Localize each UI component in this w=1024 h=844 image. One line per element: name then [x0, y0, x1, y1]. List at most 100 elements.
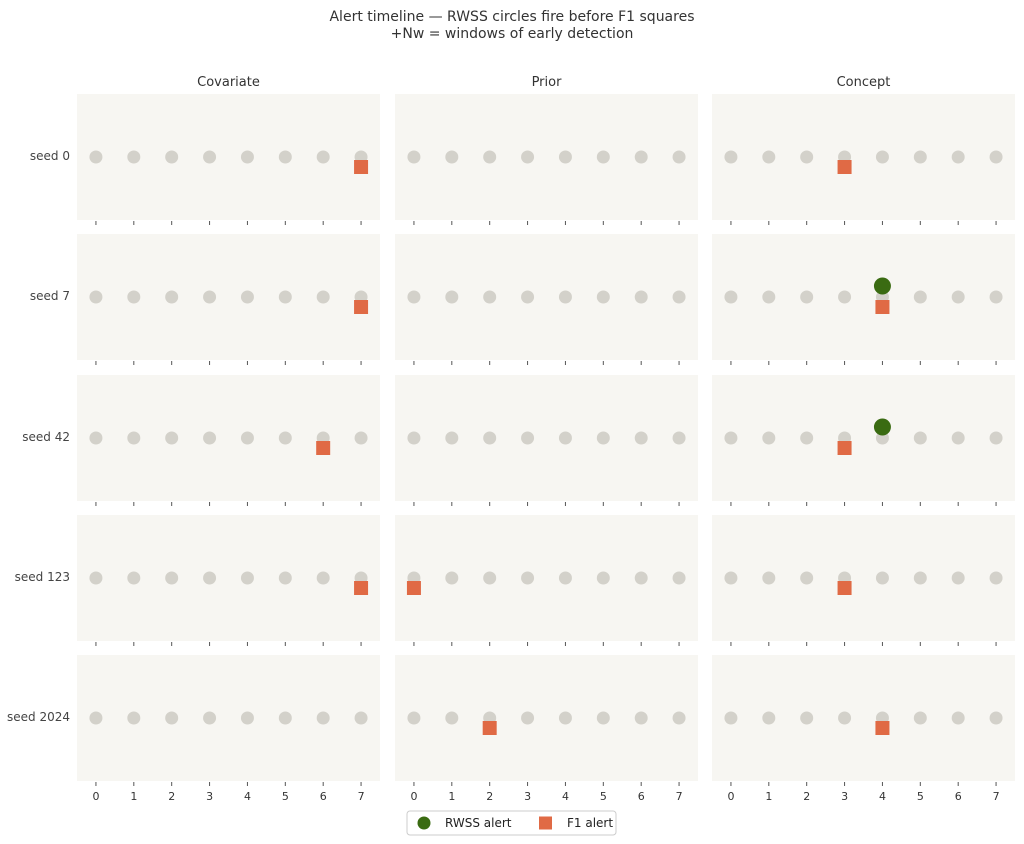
- window-point: [800, 711, 814, 725]
- column-title-concept: Concept: [837, 75, 891, 90]
- window-point: [165, 711, 179, 725]
- x-tick-label: 7: [358, 790, 365, 803]
- panel-covariate-seed-7: [77, 234, 380, 365]
- window-point: [483, 571, 497, 585]
- window-point: [483, 431, 497, 445]
- window-point: [596, 290, 610, 304]
- window-point: [724, 711, 738, 725]
- window-point: [127, 150, 141, 164]
- chart-title: Alert timeline — RWSS circles fire befor…: [329, 9, 694, 25]
- x-tick-label: 5: [600, 790, 607, 803]
- window-point: [203, 290, 217, 304]
- window-point: [127, 711, 141, 725]
- window-point: [521, 711, 535, 725]
- window-point: [278, 290, 292, 304]
- window-point: [913, 150, 927, 164]
- f1-alert-marker: [354, 300, 369, 314]
- x-tick-label: 2: [803, 790, 810, 803]
- window-point: [724, 431, 738, 445]
- window-point: [316, 571, 330, 585]
- window-point: [203, 150, 217, 164]
- window-point: [240, 711, 254, 725]
- window-point: [240, 431, 254, 445]
- panel-prior-seed-42: [395, 375, 698, 506]
- panel-background: [712, 234, 1015, 360]
- f1-alert-marker: [837, 581, 852, 595]
- window-point: [203, 431, 217, 445]
- f1-alert-marker: [482, 721, 497, 735]
- window-point: [89, 431, 103, 445]
- window-point: [951, 711, 965, 725]
- window-point: [672, 290, 686, 304]
- x-tick-label: 5: [282, 790, 289, 803]
- x-tick-label: 1: [448, 790, 455, 803]
- panel-covariate-seed-2024: [77, 655, 380, 786]
- panel-background: [712, 655, 1015, 781]
- window-point: [596, 571, 610, 585]
- window-point: [445, 711, 459, 725]
- row-label-seed-0: seed 0: [30, 149, 70, 163]
- x-tick-label: 0: [92, 790, 99, 803]
- window-point: [483, 290, 497, 304]
- window-point: [521, 150, 535, 164]
- column-title-prior: Prior: [532, 75, 563, 90]
- window-point: [800, 150, 814, 164]
- window-point: [989, 431, 1003, 445]
- x-tick-label: 6: [955, 790, 962, 803]
- panel-background: [712, 94, 1015, 220]
- panel-prior-seed-123: [395, 515, 698, 646]
- x-tick-label: 3: [841, 790, 848, 803]
- x-tick-label: 3: [206, 790, 213, 803]
- panel-background: [77, 515, 380, 641]
- rwss-alert-marker: [873, 277, 891, 295]
- panel-prior-seed-2024: [395, 655, 698, 786]
- window-point: [672, 711, 686, 725]
- panel-background: [77, 94, 380, 220]
- window-point: [989, 290, 1003, 304]
- panel-background: [77, 234, 380, 360]
- window-point: [634, 150, 648, 164]
- window-point: [203, 711, 217, 725]
- window-point: [913, 711, 927, 725]
- window-point: [762, 150, 776, 164]
- panel-covariate-seed-42: [77, 375, 380, 506]
- window-point: [913, 290, 927, 304]
- window-point: [596, 431, 610, 445]
- panel-background: [712, 515, 1015, 641]
- x-tick-label: 5: [917, 790, 924, 803]
- window-point: [240, 571, 254, 585]
- panel-concept-seed-42: [712, 375, 1015, 506]
- window-point: [89, 711, 103, 725]
- legend-rwss-marker: [417, 816, 431, 830]
- window-point: [445, 431, 459, 445]
- panel-background: [395, 655, 698, 781]
- panel-covariate-seed-0: [77, 94, 380, 225]
- panel-concept-seed-123: [712, 515, 1015, 646]
- x-tick-label: 2: [168, 790, 175, 803]
- x-tick-label: 6: [638, 790, 645, 803]
- x-tick-label: 0: [410, 790, 417, 803]
- f1-alert-marker: [837, 441, 852, 455]
- chart-subtitle: +Nw = windows of early detection: [391, 26, 634, 42]
- window-point: [165, 290, 179, 304]
- x-tick-label: 4: [244, 790, 251, 803]
- window-point: [951, 431, 965, 445]
- window-point: [89, 290, 103, 304]
- window-point: [316, 290, 330, 304]
- window-point: [278, 711, 292, 725]
- legend-f1-marker: [539, 816, 552, 830]
- window-point: [354, 711, 368, 725]
- panel-prior-seed-0: [395, 94, 698, 225]
- window-point: [521, 431, 535, 445]
- window-point: [127, 571, 141, 585]
- window-point: [762, 571, 776, 585]
- window-point: [672, 150, 686, 164]
- window-point: [127, 290, 141, 304]
- window-point: [800, 290, 814, 304]
- panel-background: [395, 234, 698, 360]
- f1-alert-marker: [354, 581, 369, 595]
- window-point: [838, 711, 852, 725]
- f1-alert-marker: [875, 300, 890, 314]
- panel-concept-seed-0: [712, 94, 1015, 225]
- window-point: [596, 711, 610, 725]
